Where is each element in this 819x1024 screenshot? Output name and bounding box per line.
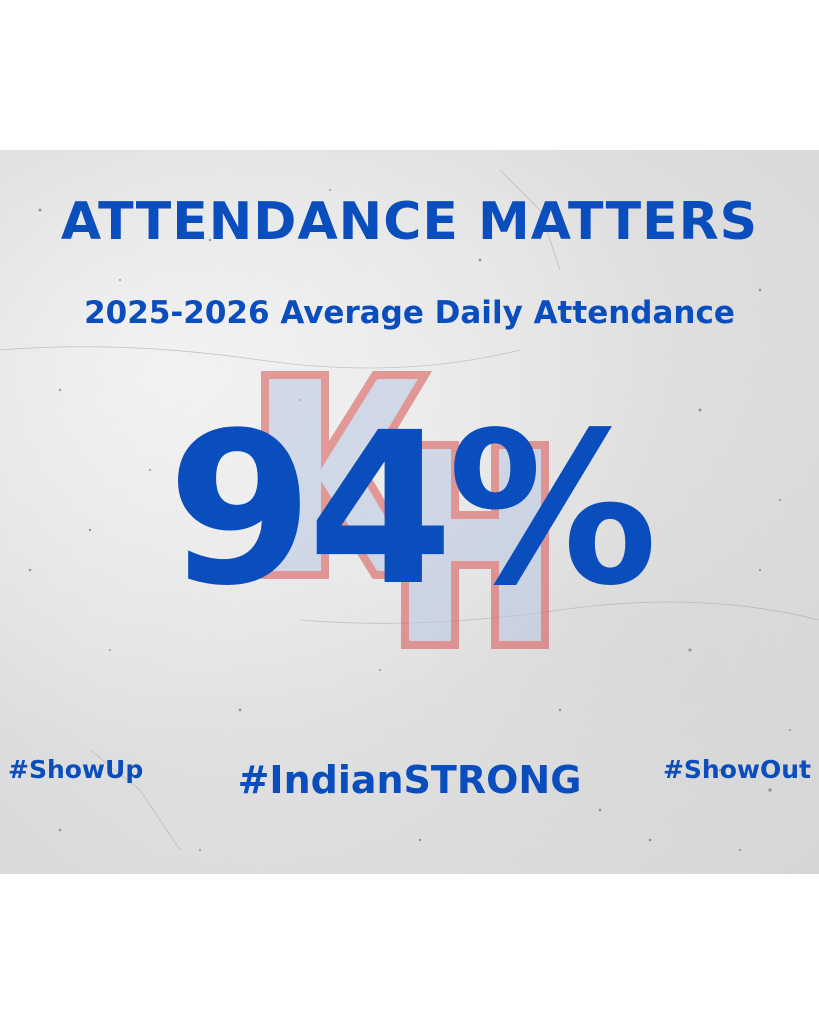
hashtag-show-out: #ShowOut	[662, 755, 811, 784]
concrete-texture	[0, 169, 819, 851]
headline: ATTENDANCE MATTERS	[60, 192, 759, 252]
attendance-percent: 94%	[167, 387, 658, 632]
school-monogram-logo-icon	[261, 371, 549, 649]
subheadline: 2025-2026 Average Daily Attendance	[84, 295, 735, 331]
hashtag-indian-strong: #IndianSTRONG	[237, 758, 582, 802]
attendance-poster: ATTENDANCE MATTERS 2025-2026 Average Dai…	[0, 150, 819, 874]
hashtag-show-up: #ShowUp	[8, 755, 144, 784]
